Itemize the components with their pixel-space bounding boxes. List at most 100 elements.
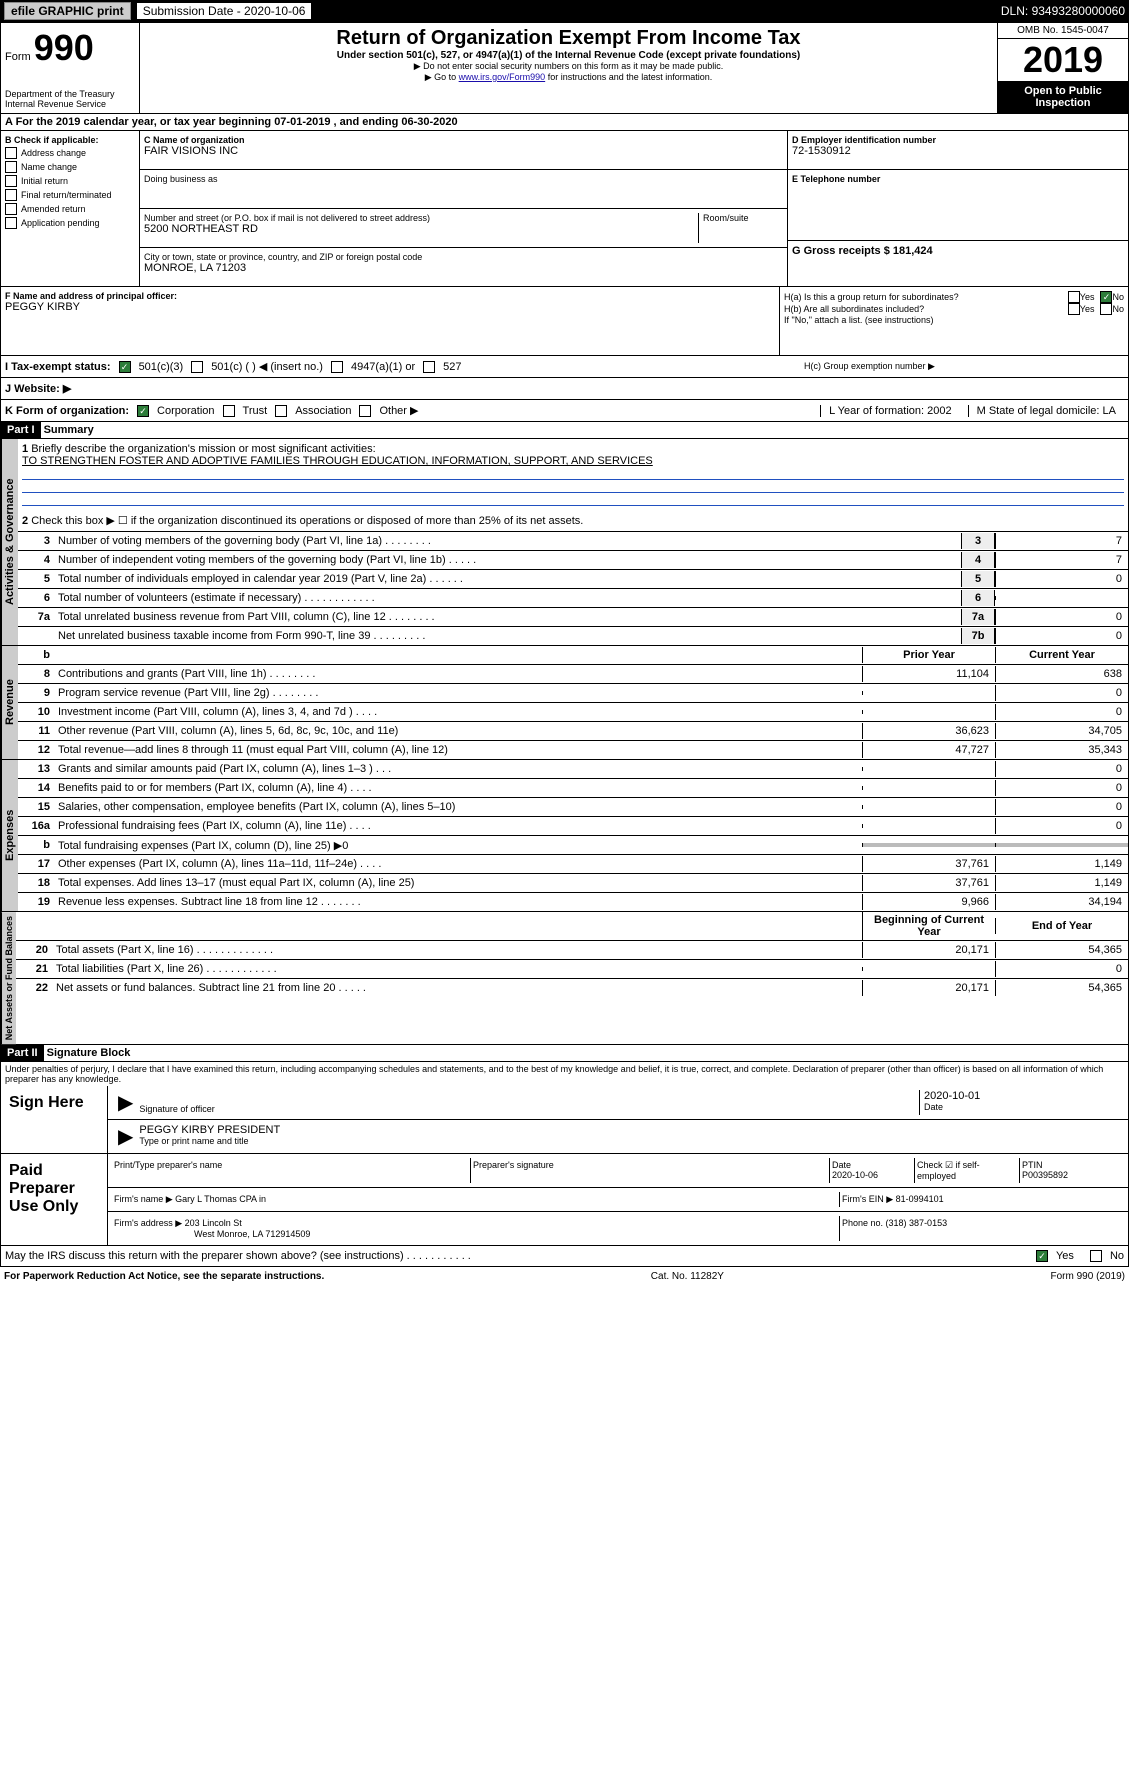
data-line: 17Other expenses (Part IX, column (A), l…: [18, 855, 1128, 874]
other-checkbox[interactable]: [359, 405, 371, 417]
assoc-checkbox[interactable]: [275, 405, 287, 417]
4947-checkbox[interactable]: [331, 361, 343, 373]
initial-return-checkbox[interactable]: [5, 175, 17, 187]
ptin-header: PTIN: [1022, 1160, 1122, 1170]
501c3-checkbox[interactable]: [119, 361, 131, 373]
sign-here-section: Sign Here ▶ Signature of officer 2020-10…: [0, 1086, 1129, 1154]
data-line: 18Total expenses. Add lines 13–17 (must …: [18, 874, 1128, 893]
hb-no-checkbox[interactable]: [1100, 303, 1112, 315]
officer-label: F Name and address of principal officer:: [5, 291, 775, 301]
org-name-label: C Name of organization: [144, 135, 783, 145]
hb-yes-checkbox[interactable]: [1068, 303, 1080, 315]
hb-note: If "No," attach a list. (see instruction…: [784, 315, 1124, 325]
form-subtitle-1: Under section 501(c), 527, or 4947(a)(1)…: [144, 50, 993, 61]
website-label: J Website: ▶: [5, 382, 71, 395]
arrow-icon: ▶: [112, 1124, 139, 1149]
application-pending-checkbox[interactable]: [5, 217, 17, 229]
street-address: 5200 NORTHEAST RD: [144, 223, 698, 235]
data-line: 13Grants and similar amounts paid (Part …: [18, 760, 1128, 779]
hb-label: H(b) Are all subordinates included?: [784, 304, 1068, 314]
form-subtitle-2: ▶ Do not enter social security numbers o…: [144, 61, 993, 72]
data-line: 22Net assets or fund balances. Subtract …: [16, 979, 1128, 997]
efile-print-button[interactable]: efile GRAPHIC print: [4, 2, 131, 20]
hc-label: H(c) Group exemption number ▶: [804, 361, 1124, 372]
preparer-date-header: Date: [832, 1160, 912, 1170]
firm-addr-label: Firm's address ▶: [114, 1218, 182, 1228]
ptin-value: P00395892: [1022, 1170, 1122, 1180]
501c-checkbox[interactable]: [191, 361, 203, 373]
officer-name: PEGGY KIRBY: [5, 301, 775, 313]
begin-year-header: Beginning of Current Year: [862, 912, 995, 940]
q2-label: Check this box ▶ ☐ if the organization d…: [31, 515, 583, 527]
data-line: 10Investment income (Part VIII, column (…: [18, 703, 1128, 722]
year-formation: L Year of formation: 2002: [820, 405, 960, 417]
net-assets-section: Net Assets or Fund Balances Beginning of…: [0, 912, 1129, 1045]
form-title: Return of Organization Exempt From Incom…: [144, 27, 993, 50]
gov-line: 5Total number of individuals employed in…: [18, 570, 1128, 589]
name-change-checkbox[interactable]: [5, 161, 17, 173]
expenses-section: Expenses 13Grants and similar amounts pa…: [0, 760, 1129, 912]
gov-line: 4Number of independent voting members of…: [18, 551, 1128, 570]
city-state-zip: MONROE, LA 71203: [144, 262, 783, 274]
prior-year-header: Prior Year: [862, 647, 995, 663]
firm-addr2: West Monroe, LA 712914509: [114, 1229, 837, 1239]
preparer-name-header: Print/Type preparer's name: [112, 1158, 471, 1183]
form-ref: Form 990 (2019): [1051, 1271, 1125, 1282]
end-year-header: End of Year: [995, 918, 1128, 934]
discuss-no-checkbox[interactable]: [1090, 1250, 1102, 1262]
tax-year-range: A For the 2019 calendar year, or tax yea…: [0, 114, 1129, 131]
data-line: 21Total liabilities (Part X, line 26) . …: [16, 960, 1128, 979]
data-line: 16aProfessional fundraising fees (Part I…: [18, 817, 1128, 836]
revenue-label: Revenue: [1, 646, 18, 759]
instructions-link[interactable]: www.irs.gov/Form990: [459, 72, 546, 82]
city-label: City or town, state or province, country…: [144, 252, 783, 262]
firm-addr: 203 Lincoln St: [185, 1218, 242, 1228]
footer: For Paperwork Reduction Act Notice, see …: [0, 1267, 1129, 1286]
governance-section: Activities & Governance 1 Briefly descri…: [0, 439, 1129, 646]
dln: DLN: 93493280000060: [1001, 4, 1125, 18]
form-label: Form: [5, 51, 31, 63]
gov-line: 3Number of voting members of the governi…: [18, 532, 1128, 551]
discuss-yes-checkbox[interactable]: [1036, 1250, 1048, 1262]
ein-value: 72-1530912: [792, 145, 1124, 157]
open-to-public: Open to Public Inspection: [998, 81, 1128, 113]
final-return-checkbox[interactable]: [5, 189, 17, 201]
trust-checkbox[interactable]: [223, 405, 235, 417]
gross-receipts: G Gross receipts $ 181,424: [792, 245, 1124, 257]
part1-header: Part I Summary: [0, 422, 1129, 439]
printed-name-label: Type or print name and title: [139, 1136, 1124, 1146]
discuss-label: May the IRS discuss this return with the…: [5, 1250, 471, 1262]
governance-label: Activities & Governance: [1, 439, 18, 645]
submission-date: Submission Date - 2020-10-06: [137, 3, 312, 19]
corp-checkbox[interactable]: [137, 405, 149, 417]
data-line: 20Total assets (Part X, line 16) . . . .…: [16, 941, 1128, 960]
data-line: 9Program service revenue (Part VIII, lin…: [18, 684, 1128, 703]
revenue-section: Revenue b Prior Year Current Year 8Contr…: [0, 646, 1129, 760]
self-employed-header: Check ☑ if self-employed: [915, 1158, 1020, 1183]
firm-ein: Firm's EIN ▶ 81-0994101: [839, 1192, 1124, 1207]
state-domicile: M State of legal domicile: LA: [968, 405, 1124, 417]
address-change-checkbox[interactable]: [5, 147, 17, 159]
mission-text: TO STRENGTHEN FOSTER AND ADOPTIVE FAMILI…: [22, 455, 1124, 467]
net-assets-label: Net Assets or Fund Balances: [1, 912, 16, 1044]
website-row: J Website: ▶: [0, 378, 1129, 400]
527-checkbox[interactable]: [423, 361, 435, 373]
entity-info-grid: B Check if applicable: Address change Na…: [0, 131, 1129, 287]
ein-label: D Employer identification number: [792, 135, 1124, 145]
sign-date-label: Date: [924, 1102, 1124, 1112]
expenses-label: Expenses: [1, 760, 18, 911]
k-label: K Form of organization:: [5, 405, 129, 417]
phone-label: E Telephone number: [792, 174, 1124, 184]
sig-officer-label: Signature of officer: [139, 1104, 919, 1114]
paid-preparer-section: Paid Preparer Use Only Print/Type prepar…: [0, 1154, 1129, 1246]
form-header: Form 990 Department of the Treasury Inte…: [0, 22, 1129, 114]
ha-no-checkbox[interactable]: [1100, 291, 1112, 303]
current-year-header: Current Year: [995, 647, 1128, 663]
dept-treasury: Department of the Treasury Internal Reve…: [5, 89, 135, 109]
ha-yes-checkbox[interactable]: [1068, 291, 1080, 303]
data-line: 12Total revenue—add lines 8 through 11 (…: [18, 741, 1128, 759]
addr-label: Number and street (or P.O. box if mail i…: [144, 213, 698, 223]
preparer-date: 2020-10-06: [832, 1170, 912, 1180]
gov-line: 7aTotal unrelated business revenue from …: [18, 608, 1128, 627]
amended-return-checkbox[interactable]: [5, 203, 17, 215]
